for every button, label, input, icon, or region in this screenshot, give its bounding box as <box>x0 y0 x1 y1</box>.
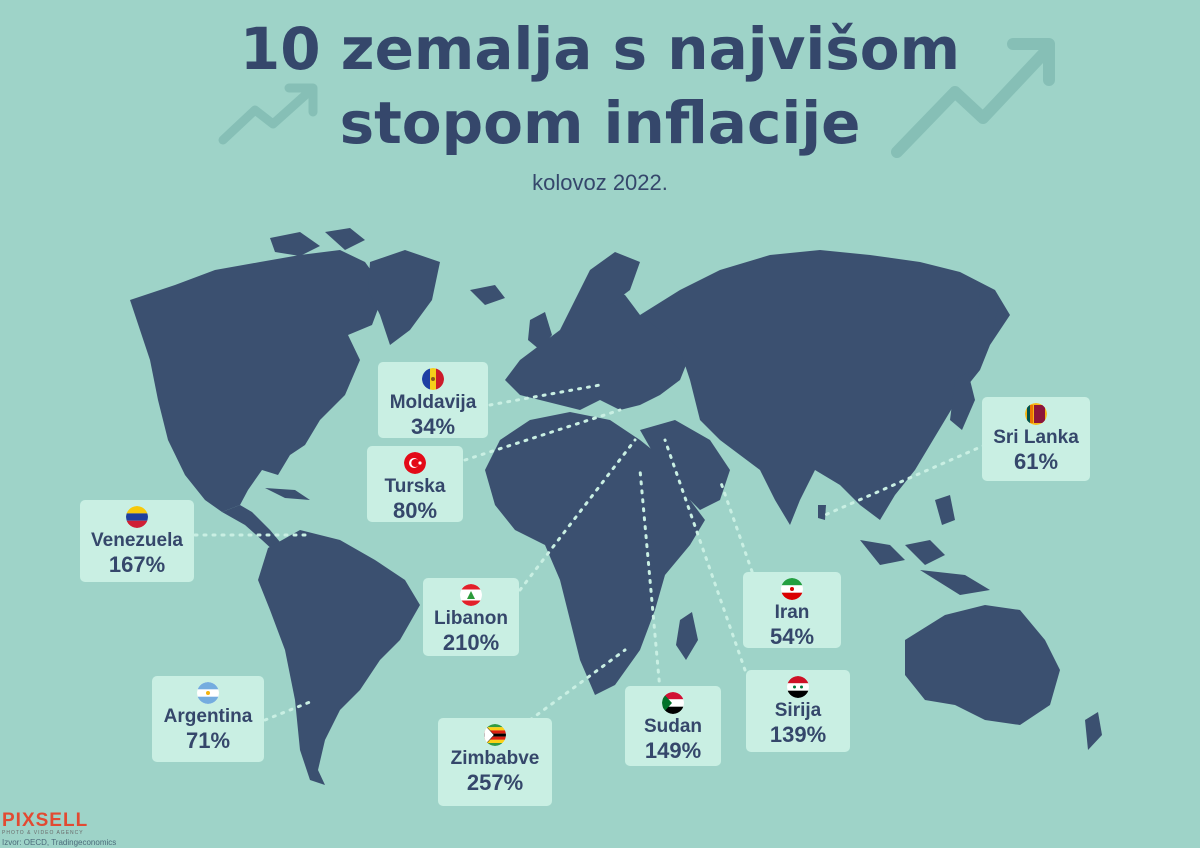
title-line-1: 10 zemalja s najvišom <box>239 15 961 83</box>
country-card-moldova: Moldavija 34% <box>378 362 488 439</box>
argentina-flag-icon <box>197 682 219 704</box>
uk-shape <box>528 312 552 350</box>
title-line-2: stopom inflacije <box>339 89 861 157</box>
country-name: Sudan <box>643 716 703 737</box>
moldova-flag-icon <box>422 368 444 390</box>
syria-flag-icon <box>787 676 809 698</box>
australia-shape <box>905 605 1060 725</box>
connector-sri-lanka <box>823 443 987 517</box>
arabia-shape <box>640 420 730 510</box>
sri-lanka-flag-icon <box>1025 403 1047 425</box>
lebanon-flag-icon <box>460 584 482 606</box>
connector-argentina <box>263 698 317 722</box>
country-name: Venezuela <box>91 530 183 551</box>
logo-tagline: PHOTO & VIDEO AGENCY <box>2 830 84 836</box>
logo-name: PIXSELL <box>2 810 89 831</box>
country-card-lebanon: Libanon 210% <box>423 578 519 656</box>
connector-iran <box>718 478 757 582</box>
country-card-iran: Iran 54% <box>743 572 841 649</box>
connector-zimbabwe <box>528 648 627 722</box>
country-name: Sri Lanka <box>993 427 1079 448</box>
subtitle: kolovoz 2022. <box>532 170 668 195</box>
country-card-sri-lanka: Sri Lanka 61% <box>982 397 1090 481</box>
country-name: Turska <box>384 476 446 497</box>
country-name: Iran <box>774 602 810 623</box>
pixsell-logo: PIXSELL PHOTO & VIDEO AGENCY <box>2 810 88 836</box>
central-america-shape <box>222 505 285 552</box>
country-name: Libanon <box>434 608 508 629</box>
country-card-zimbabwe: Zimbabve 257% <box>438 718 552 806</box>
inflation-value: 71% <box>185 728 231 753</box>
turkey-flag-icon <box>404 452 426 474</box>
country-card-sudan: Sudan 149% <box>625 686 721 766</box>
country-card-turkey: Turska 80% <box>367 446 463 523</box>
country-name: Moldavija <box>389 392 477 413</box>
greenland-shape <box>368 250 440 345</box>
inflation-value: 167% <box>108 552 166 577</box>
source-note: Izvor: OECD, Tradingeconomics <box>2 838 117 847</box>
inflation-value: 54% <box>769 624 815 649</box>
iran-flag-icon <box>781 578 803 600</box>
south-america-shape <box>258 530 420 785</box>
country-name: Sirija <box>774 700 822 721</box>
inflation-value: 34% <box>410 414 456 439</box>
connector-turkey <box>463 408 622 462</box>
inflation-value: 80% <box>392 498 438 523</box>
africa-shape <box>485 412 705 695</box>
country-card-syria: Sirija 139% <box>746 670 850 752</box>
country-card-argentina: Argentina 71% <box>152 676 264 762</box>
asia-shape <box>640 250 1010 525</box>
north-america-shape <box>130 250 385 512</box>
country-card-venezuela: Venezuela 167% <box>80 500 194 582</box>
japan-shape <box>950 372 975 430</box>
sudan-flag-icon <box>662 692 684 714</box>
country-name: Zimbabve <box>450 748 540 769</box>
zimbabwe-flag-icon <box>484 724 506 746</box>
trend-arrow-right-icon <box>891 38 1055 158</box>
trend-arrow-left-icon <box>218 83 318 145</box>
inflation-value: 149% <box>644 738 702 763</box>
connector-moldova <box>488 383 602 407</box>
venezuela-flag-icon <box>126 506 148 528</box>
connector-sudan <box>638 468 662 692</box>
inflation-value: 139% <box>769 722 827 747</box>
country-name: Argentina <box>163 706 253 727</box>
inflation-value: 257% <box>466 770 524 795</box>
inflation-value: 210% <box>442 630 500 655</box>
inflation-value: 61% <box>1013 449 1059 474</box>
